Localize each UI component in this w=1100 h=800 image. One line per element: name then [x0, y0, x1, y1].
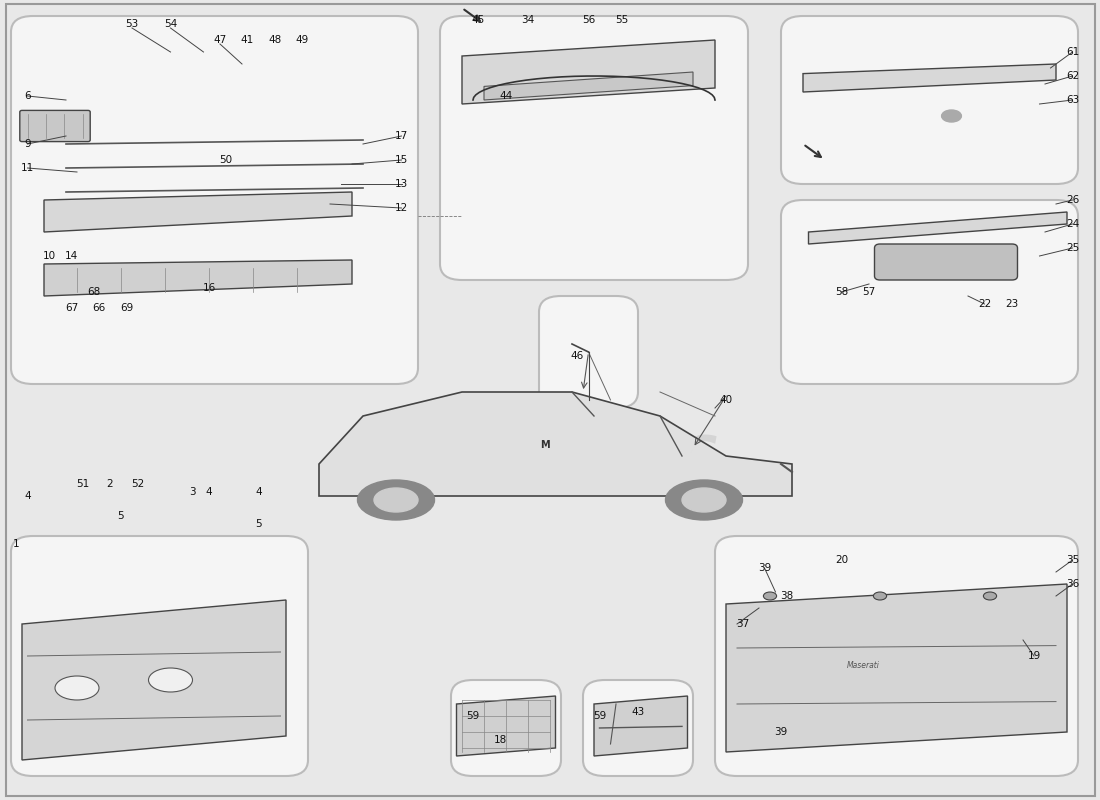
- Ellipse shape: [763, 592, 777, 600]
- Polygon shape: [44, 192, 352, 232]
- Polygon shape: [484, 72, 693, 100]
- Ellipse shape: [374, 488, 418, 512]
- Text: 59: 59: [466, 711, 480, 721]
- FancyBboxPatch shape: [11, 16, 418, 384]
- FancyBboxPatch shape: [11, 536, 308, 776]
- Text: 39: 39: [758, 563, 771, 573]
- Text: 66: 66: [92, 303, 106, 313]
- Ellipse shape: [148, 668, 192, 692]
- Ellipse shape: [983, 592, 997, 600]
- Text: 59: 59: [593, 711, 606, 721]
- Text: 18: 18: [494, 735, 507, 745]
- Text: M: M: [540, 440, 549, 450]
- FancyBboxPatch shape: [874, 244, 1018, 280]
- Text: 35: 35: [1066, 555, 1079, 565]
- Ellipse shape: [666, 480, 743, 520]
- FancyBboxPatch shape: [539, 296, 638, 408]
- Text: 68: 68: [87, 287, 100, 297]
- Ellipse shape: [55, 676, 99, 700]
- Text: 39: 39: [774, 727, 788, 737]
- Text: 47: 47: [213, 35, 227, 45]
- Text: 4: 4: [24, 491, 31, 501]
- Text: 14: 14: [65, 251, 78, 261]
- Text: eurospares: eurospares: [385, 423, 718, 475]
- Text: 52: 52: [131, 479, 144, 489]
- Text: 48: 48: [268, 35, 282, 45]
- Text: 3: 3: [189, 487, 196, 497]
- Polygon shape: [22, 600, 286, 760]
- FancyBboxPatch shape: [781, 16, 1078, 184]
- Text: 6: 6: [24, 91, 31, 101]
- Text: 53: 53: [125, 19, 139, 29]
- Text: 12: 12: [395, 203, 408, 213]
- Text: 4: 4: [206, 487, 212, 497]
- Text: 57: 57: [862, 287, 876, 297]
- Text: 15: 15: [395, 155, 408, 165]
- Text: 69: 69: [120, 303, 133, 313]
- Polygon shape: [726, 584, 1067, 752]
- Text: 54: 54: [164, 19, 177, 29]
- Polygon shape: [594, 696, 688, 756]
- Ellipse shape: [942, 110, 961, 122]
- FancyBboxPatch shape: [440, 16, 748, 280]
- FancyBboxPatch shape: [715, 536, 1078, 776]
- Polygon shape: [808, 212, 1067, 244]
- Text: 36: 36: [1066, 579, 1079, 589]
- PathPatch shape: [319, 392, 792, 496]
- FancyBboxPatch shape: [20, 110, 90, 142]
- Text: 5: 5: [118, 511, 124, 521]
- Text: 38: 38: [780, 591, 793, 601]
- Text: 26: 26: [1066, 195, 1079, 205]
- Text: 44: 44: [499, 91, 513, 101]
- Text: 22: 22: [978, 299, 991, 309]
- Text: 37: 37: [736, 619, 749, 629]
- Ellipse shape: [873, 592, 887, 600]
- Text: 46: 46: [571, 351, 584, 361]
- Text: 10: 10: [43, 251, 56, 261]
- Polygon shape: [44, 260, 352, 296]
- Text: 13: 13: [395, 179, 408, 189]
- Text: 16: 16: [202, 283, 216, 293]
- Ellipse shape: [682, 488, 726, 512]
- Text: 1: 1: [13, 539, 20, 549]
- Polygon shape: [462, 40, 715, 104]
- Text: 19: 19: [1027, 651, 1041, 661]
- Text: 2: 2: [107, 479, 113, 489]
- Text: 58: 58: [835, 287, 848, 297]
- Text: 24: 24: [1066, 219, 1079, 229]
- Ellipse shape: [358, 480, 434, 520]
- Text: Maserati: Maserati: [847, 661, 880, 670]
- Text: 50: 50: [219, 155, 232, 165]
- FancyBboxPatch shape: [583, 680, 693, 776]
- Text: 49: 49: [296, 35, 309, 45]
- Text: 25: 25: [1066, 243, 1079, 253]
- Text: 41: 41: [241, 35, 254, 45]
- Text: 56: 56: [582, 15, 595, 25]
- FancyBboxPatch shape: [781, 200, 1078, 384]
- Text: 63: 63: [1066, 95, 1079, 105]
- Text: 61: 61: [1066, 47, 1079, 57]
- FancyBboxPatch shape: [451, 680, 561, 776]
- Text: 40: 40: [719, 395, 733, 405]
- Text: 62: 62: [1066, 71, 1079, 81]
- Text: 55: 55: [615, 15, 628, 25]
- Text: 17: 17: [395, 131, 408, 141]
- Text: 67: 67: [65, 303, 78, 313]
- Text: 23: 23: [1005, 299, 1019, 309]
- Text: 20: 20: [835, 555, 848, 565]
- Text: 43: 43: [631, 707, 645, 717]
- Text: 51: 51: [76, 479, 89, 489]
- Polygon shape: [803, 64, 1056, 92]
- Polygon shape: [456, 696, 556, 756]
- Text: 5: 5: [255, 519, 262, 529]
- Text: 9: 9: [24, 139, 31, 149]
- Text: 11: 11: [21, 163, 34, 173]
- Text: 45: 45: [472, 15, 485, 25]
- Text: 4: 4: [255, 487, 262, 497]
- Text: 34: 34: [521, 15, 535, 25]
